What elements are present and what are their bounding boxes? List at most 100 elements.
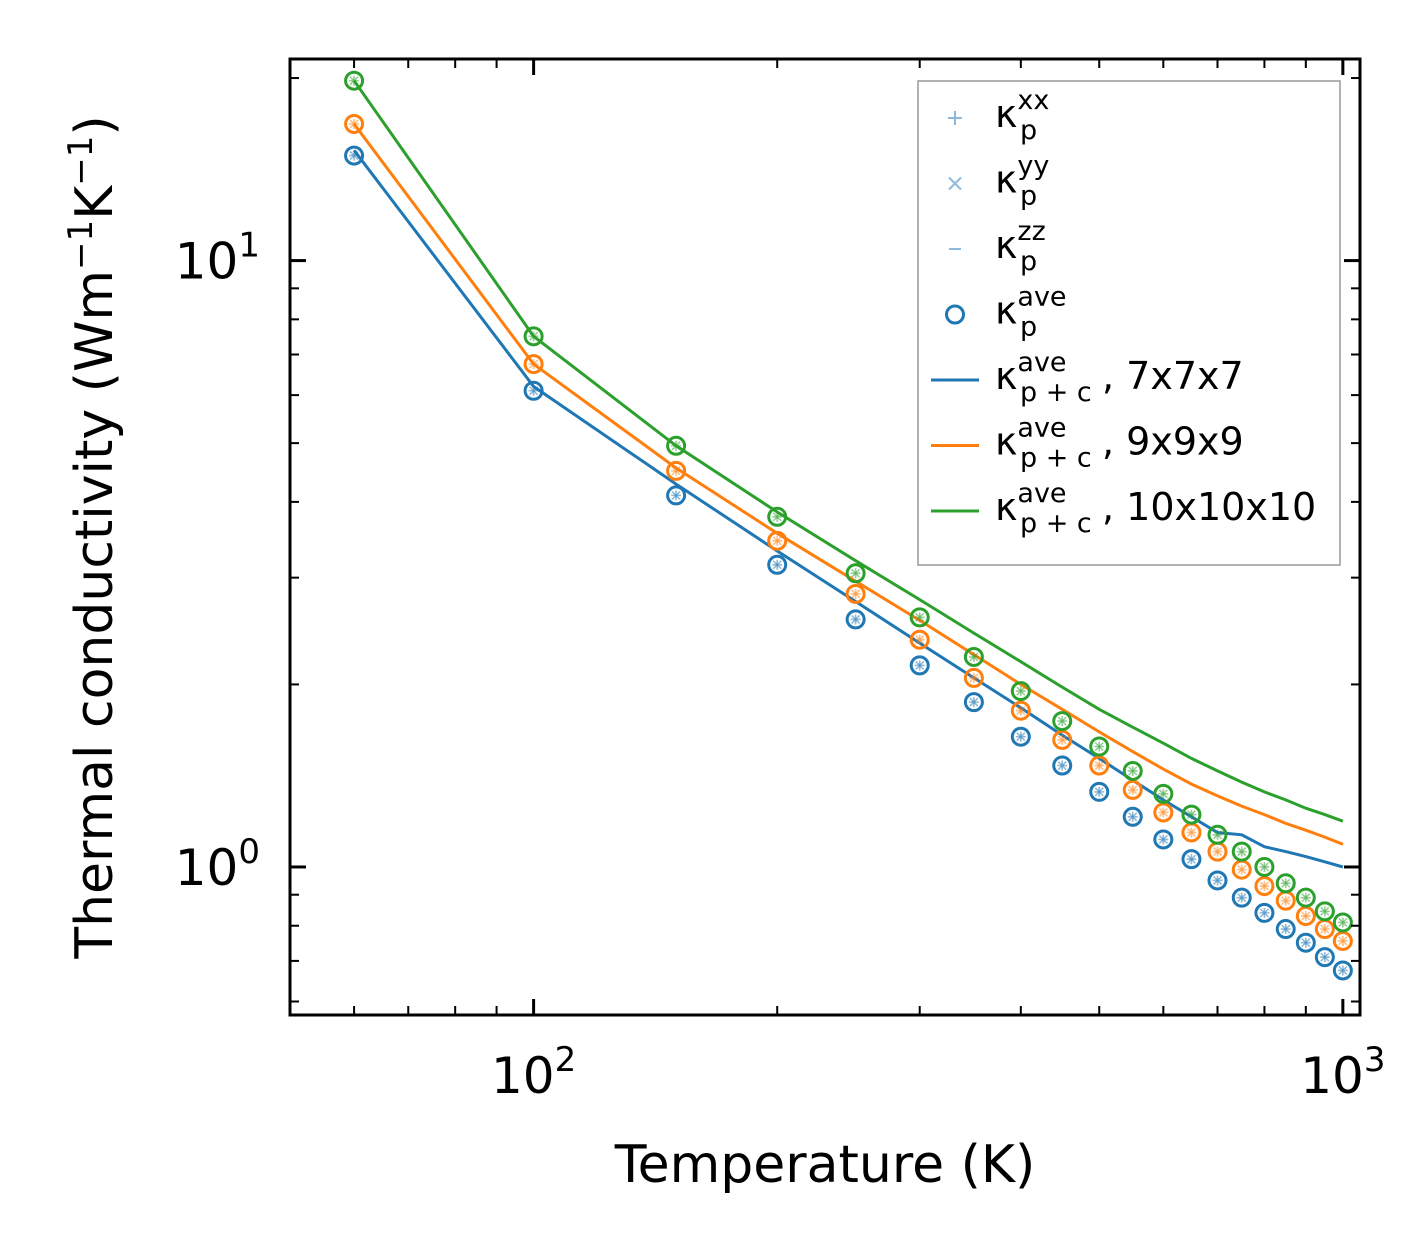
data-point-yy [915, 612, 925, 622]
data-point-ave [1052, 711, 1073, 732]
legend-label-sub: p [1020, 312, 1037, 343]
legend-label-sup: yy [1017, 151, 1049, 182]
data-point-ave [1254, 876, 1275, 897]
legend-label-sup: ave [1017, 347, 1066, 378]
data-point-ave [767, 530, 788, 551]
legend-label-symbol: κ [995, 289, 1017, 333]
data-point-yy [969, 697, 979, 707]
data-point-yy [1259, 862, 1269, 872]
data-point-yy [1281, 896, 1291, 906]
data-point-yy [969, 652, 979, 662]
x-tick-label-exp: 3 [1364, 1040, 1386, 1080]
data-point-ave [1254, 902, 1275, 923]
x-tick-label-base: 10 [491, 1047, 555, 1105]
data-point-yy [1320, 952, 1330, 962]
data-point-yy [1281, 878, 1291, 888]
data-point-yy [1212, 830, 1223, 840]
data-point-yy [1057, 716, 1067, 726]
data-point-yy [1320, 924, 1330, 934]
legend-label-sub: p + c [1020, 377, 1092, 408]
data-point-ave [1231, 887, 1252, 908]
data-point-yy [772, 512, 782, 522]
data-point-ave [845, 609, 866, 630]
data-point-ave [1122, 760, 1143, 781]
data-point-ave [1275, 919, 1296, 940]
data-point-yy [772, 560, 782, 570]
data-point-ave [1153, 802, 1174, 823]
data-point-yy [1128, 785, 1138, 795]
data-point-yy [1281, 924, 1291, 934]
y-tick-label: 100 [175, 832, 260, 897]
data-point-yy [349, 76, 359, 86]
data-point-yy [1158, 834, 1168, 845]
data-point-ave [1122, 806, 1143, 827]
data-point-ave [1295, 887, 1316, 908]
data-point-ave [1181, 849, 1202, 870]
data-point-yy [1259, 908, 1269, 918]
data-point-ave [767, 506, 788, 527]
data-point-yy [1158, 789, 1168, 799]
legend-label-suffix: , 7x7x7 [1102, 354, 1244, 398]
data-point-ave [1332, 930, 1353, 951]
y-axis-label-exp1: −1 [61, 220, 101, 270]
data-point-yy [1128, 766, 1138, 776]
data-point-ave [1231, 841, 1252, 862]
data-point-yy [1259, 881, 1269, 891]
legend-label-symbol: κ [995, 158, 1017, 202]
data-point-yy [1338, 936, 1348, 946]
data-point-yy [851, 589, 861, 599]
data-point-yy [1301, 911, 1311, 921]
data-point-yy [529, 359, 539, 369]
data-point-yy [1186, 854, 1197, 864]
data-point-yy [1301, 893, 1311, 903]
data-point-ave [1010, 726, 1031, 747]
data-point-yy [1186, 827, 1197, 838]
data-point-ave [909, 607, 930, 628]
data-point-yy [969, 673, 979, 683]
legend-label-symbol: κ [995, 223, 1017, 267]
x-tick-label-exp: 2 [555, 1040, 577, 1080]
legend-label-symbol: κ [995, 485, 1017, 529]
data-point-yy [529, 331, 539, 341]
data-point-ave [1295, 932, 1316, 953]
data-point-ave [1207, 870, 1228, 891]
legend-label: κave p + c , 10x10x10 [995, 478, 1316, 539]
y-tick-label: 101 [175, 226, 260, 291]
x-tick-label-base: 10 [1300, 1047, 1364, 1105]
legend-marker-plus [948, 111, 962, 125]
series-line-7x7x7 [352, 149, 1344, 869]
data-point-ave [1314, 947, 1335, 968]
legend-label: κave p + c , 9x9x9 [995, 413, 1244, 474]
data-point-ave [845, 583, 866, 604]
data-point-ave [1089, 781, 1110, 802]
data-point-yy [349, 119, 359, 129]
y-tick-label-exp: 0 [238, 832, 260, 872]
y-axis-label: Thermal conductivity (Wm−1K−1) [61, 115, 125, 959]
data-point-yy [349, 151, 359, 161]
data-point-ave [1332, 960, 1353, 981]
data-point-ave [963, 667, 984, 688]
data-point-yy [671, 466, 681, 476]
data-point-ave [523, 380, 544, 401]
legend-marker-cross [948, 176, 962, 191]
data-point-yy [915, 660, 925, 670]
legend-label-sub: p [1020, 115, 1037, 146]
data-point-yy [1128, 812, 1138, 822]
legend-label-symbol: κ [995, 354, 1017, 398]
legend-label-symbol: κ [995, 92, 1017, 136]
data-point-ave [523, 326, 544, 347]
data-point-ave [1153, 783, 1174, 804]
data-point-yy [1057, 760, 1067, 771]
legend-label-sub: p + c [1020, 508, 1092, 539]
data-point-ave [1010, 681, 1031, 702]
data-point-yy [1057, 735, 1067, 745]
legend-label-sup: ave [1017, 282, 1066, 313]
data-point-ave [1207, 824, 1228, 845]
data-point-yy [671, 490, 681, 500]
data-point-ave [767, 554, 788, 575]
data-point-yy [1016, 732, 1026, 742]
legend-label: κave p + c , 7x7x7 [995, 347, 1244, 408]
